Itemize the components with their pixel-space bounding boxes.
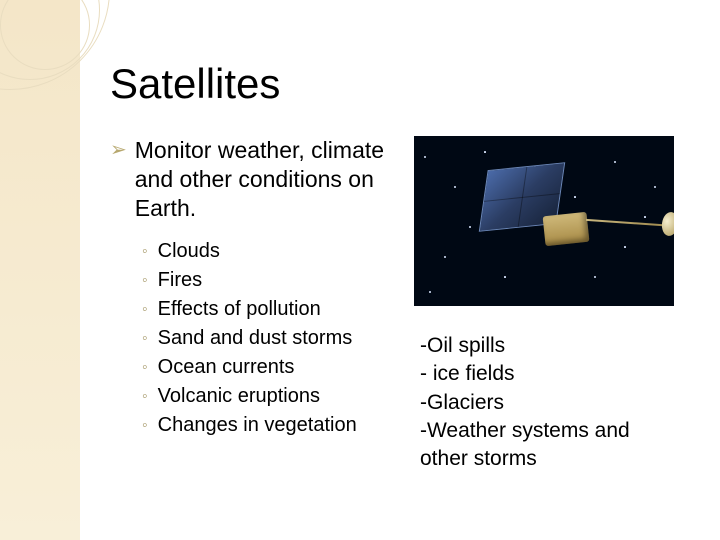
list-item: ◦ Changes in vegetation xyxy=(142,412,390,439)
circle-bullet-icon: ◦ xyxy=(142,267,148,294)
right-column: -Oil spills - ice fields -Glaciers -Weat… xyxy=(414,136,674,474)
list-item: ◦ Sand and dust storms xyxy=(142,325,390,352)
extra-item: - ice fields xyxy=(420,360,674,388)
antenna-dish-icon xyxy=(660,211,674,237)
list-item: ◦ Volcanic eruptions xyxy=(142,383,390,410)
sub-bullet-list: ◦ Clouds ◦ Fires ◦ Effects of pollution ◦ Sa… xyxy=(110,238,390,439)
list-item-text: Volcanic eruptions xyxy=(158,383,320,410)
columns: ➢ Monitor weather, climate and other con… xyxy=(110,136,680,474)
circle-bullet-icon: ◦ xyxy=(142,238,148,265)
circle-bullet-icon: ◦ xyxy=(142,412,148,439)
list-item: ◦ Effects of pollution xyxy=(142,296,390,323)
list-item-text: Fires xyxy=(158,267,202,294)
satellite-image xyxy=(414,136,674,306)
extra-item: -Oil spills xyxy=(420,332,674,360)
main-point-text: Monitor weather, climate and other condi… xyxy=(135,136,390,222)
circle-bullet-icon: ◦ xyxy=(142,354,148,381)
slide-title: Satellites xyxy=(110,60,680,108)
main-point: ➢ Monitor weather, climate and other con… xyxy=(110,136,390,222)
list-item: ◦ Ocean currents xyxy=(142,354,390,381)
list-item-text: Effects of pollution xyxy=(158,296,321,323)
list-item: ◦ Clouds xyxy=(142,238,390,265)
list-item-text: Changes in vegetation xyxy=(158,412,357,439)
extra-item: -Weather systems and other storms xyxy=(420,417,674,474)
satellite-body-icon xyxy=(543,212,590,246)
circle-bullet-icon: ◦ xyxy=(142,383,148,410)
arrow-bullet-icon: ➢ xyxy=(110,136,127,222)
extra-item: -Glaciers xyxy=(420,389,674,417)
slide-content: Satellites ➢ Monitor weather, climate an… xyxy=(0,0,720,540)
list-item-text: Clouds xyxy=(158,238,220,265)
circle-bullet-icon: ◦ xyxy=(142,325,148,352)
left-column: ➢ Monitor weather, climate and other con… xyxy=(110,136,390,474)
circle-bullet-icon: ◦ xyxy=(142,296,148,323)
list-item-text: Sand and dust storms xyxy=(158,325,353,352)
list-item-text: Ocean currents xyxy=(158,354,295,381)
extra-list: -Oil spills - ice fields -Glaciers -Weat… xyxy=(414,332,674,474)
list-item: ◦ Fires xyxy=(142,267,390,294)
